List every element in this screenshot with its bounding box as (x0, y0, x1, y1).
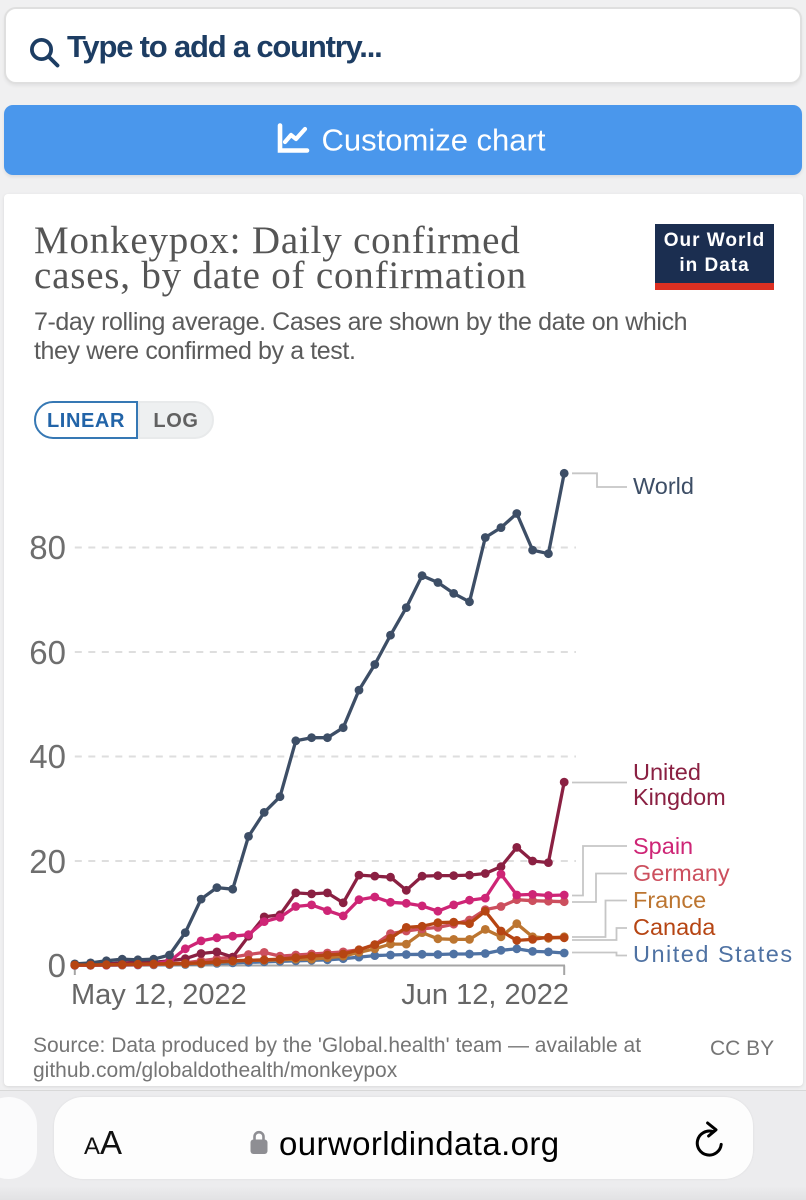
svg-text:Kingdom: Kingdom (633, 784, 726, 810)
svg-text:20: 20 (29, 843, 66, 880)
svg-text:France: France (633, 887, 706, 913)
svg-text:60: 60 (29, 634, 66, 671)
svg-text:United: United (633, 759, 701, 785)
svg-text:Germany: Germany (633, 860, 730, 886)
svg-text:0: 0 (48, 947, 66, 984)
svg-text:40: 40 (29, 738, 66, 775)
svg-text:World: World (633, 473, 694, 499)
svg-text:United States: United States (633, 941, 794, 967)
svg-text:Spain: Spain (633, 833, 693, 859)
svg-text:80: 80 (29, 529, 66, 566)
svg-text:May 12, 2022: May 12, 2022 (71, 979, 247, 1011)
svg-text:Jun 12, 2022: Jun 12, 2022 (401, 979, 569, 1011)
svg-text:Canada: Canada (633, 914, 716, 940)
